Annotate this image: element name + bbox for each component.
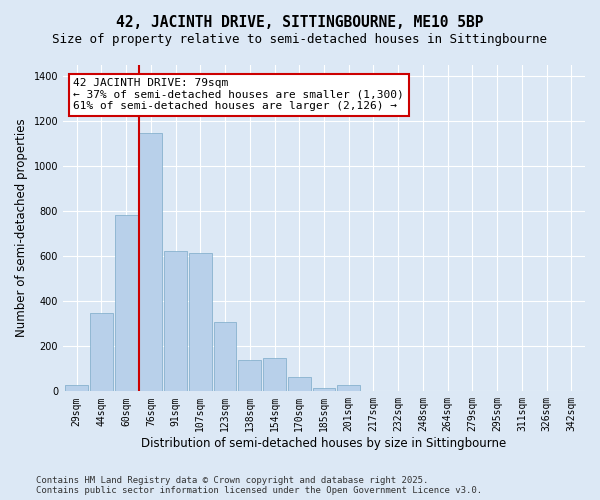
Y-axis label: Number of semi-detached properties: Number of semi-detached properties: [15, 119, 28, 338]
Bar: [313, 388, 335, 392]
Bar: [90, 312, 113, 392]
Bar: [65, 384, 88, 392]
Text: Size of property relative to semi-detached houses in Sittingbourne: Size of property relative to semi-detach…: [53, 32, 548, 46]
Bar: [238, 360, 261, 392]
Bar: [263, 358, 286, 392]
Text: 42, JACINTH DRIVE, SITTINGBOURNE, ME10 5BP: 42, JACINTH DRIVE, SITTINGBOURNE, ME10 5…: [116, 15, 484, 30]
Bar: [288, 376, 311, 392]
Bar: [214, 322, 236, 392]
Bar: [164, 250, 187, 392]
Text: Contains HM Land Registry data © Crown copyright and database right 2025.
Contai: Contains HM Land Registry data © Crown c…: [36, 476, 482, 495]
Bar: [139, 132, 162, 392]
Bar: [115, 214, 137, 392]
Bar: [189, 253, 212, 392]
Bar: [337, 384, 360, 392]
X-axis label: Distribution of semi-detached houses by size in Sittingbourne: Distribution of semi-detached houses by …: [142, 437, 506, 450]
Text: 42 JACINTH DRIVE: 79sqm
← 37% of semi-detached houses are smaller (1,300)
61% of: 42 JACINTH DRIVE: 79sqm ← 37% of semi-de…: [73, 78, 404, 112]
